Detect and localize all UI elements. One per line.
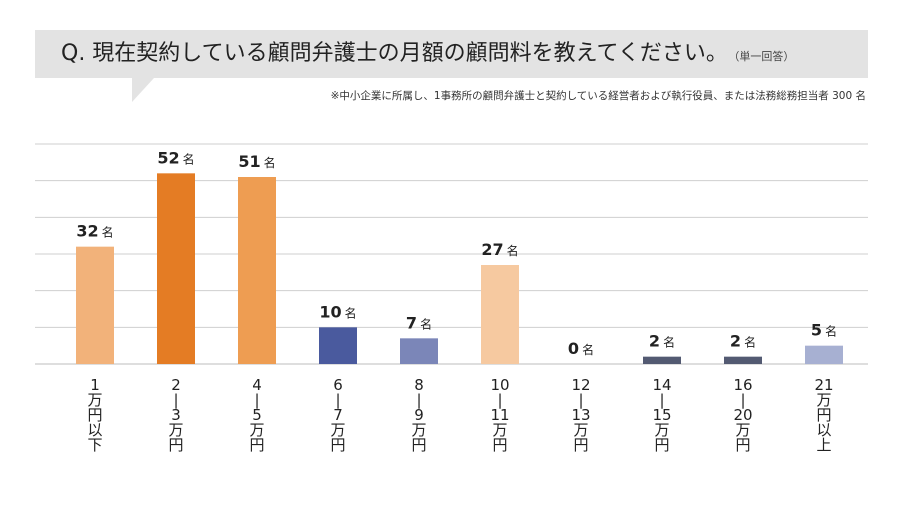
bar-6 [481,265,519,364]
question-header [35,30,868,78]
bar-5 [400,338,438,364]
category-label-5: 8 | 9 万円 [411,376,427,454]
category-label-2: 2 | 3 万円 [168,376,184,454]
category-label-6: 10 | 11 万円 [490,376,510,454]
category-label-4: 6 | 7 万円 [330,376,346,454]
bar-9 [724,356,762,364]
value-label-1: 32 名 [76,222,113,241]
survey-footnote: ※中小企業に所属し、1事務所の顧問弁護士と契約している経営者および執行役員、また… [330,90,866,102]
bar-4 [319,327,357,364]
category-label-10: 21 万円以上 [814,376,834,454]
bar-2 [157,173,195,364]
value-label-3: 51 名 [238,152,275,171]
bar-1 [76,246,114,364]
value-label-2: 52 名 [157,148,194,167]
bar-10 [805,345,843,364]
value-label-6: 27 名 [481,240,518,259]
category-label-9: 16 | 20 万円 [733,376,753,454]
answer-type-note: （単一回答） [733,50,795,63]
category-label-3: 4 | 5 万円 [249,376,265,454]
category-label-7: 12 | 13 万円 [571,376,591,454]
bar-3 [238,177,276,364]
speech-bubble-tail [132,78,154,102]
question-text: Q. 現在契約している顧問弁護士の月額の顧問料を教えてください。 [61,41,728,66]
bar-8 [643,356,681,364]
category-label-8: 14 | 15 万円 [652,376,672,454]
value-label-4: 10 名 [319,302,356,321]
question-title: Q. 現在契約している顧問弁護士の月額の顧問料を教えてください。 （単一回答） [61,38,794,73]
